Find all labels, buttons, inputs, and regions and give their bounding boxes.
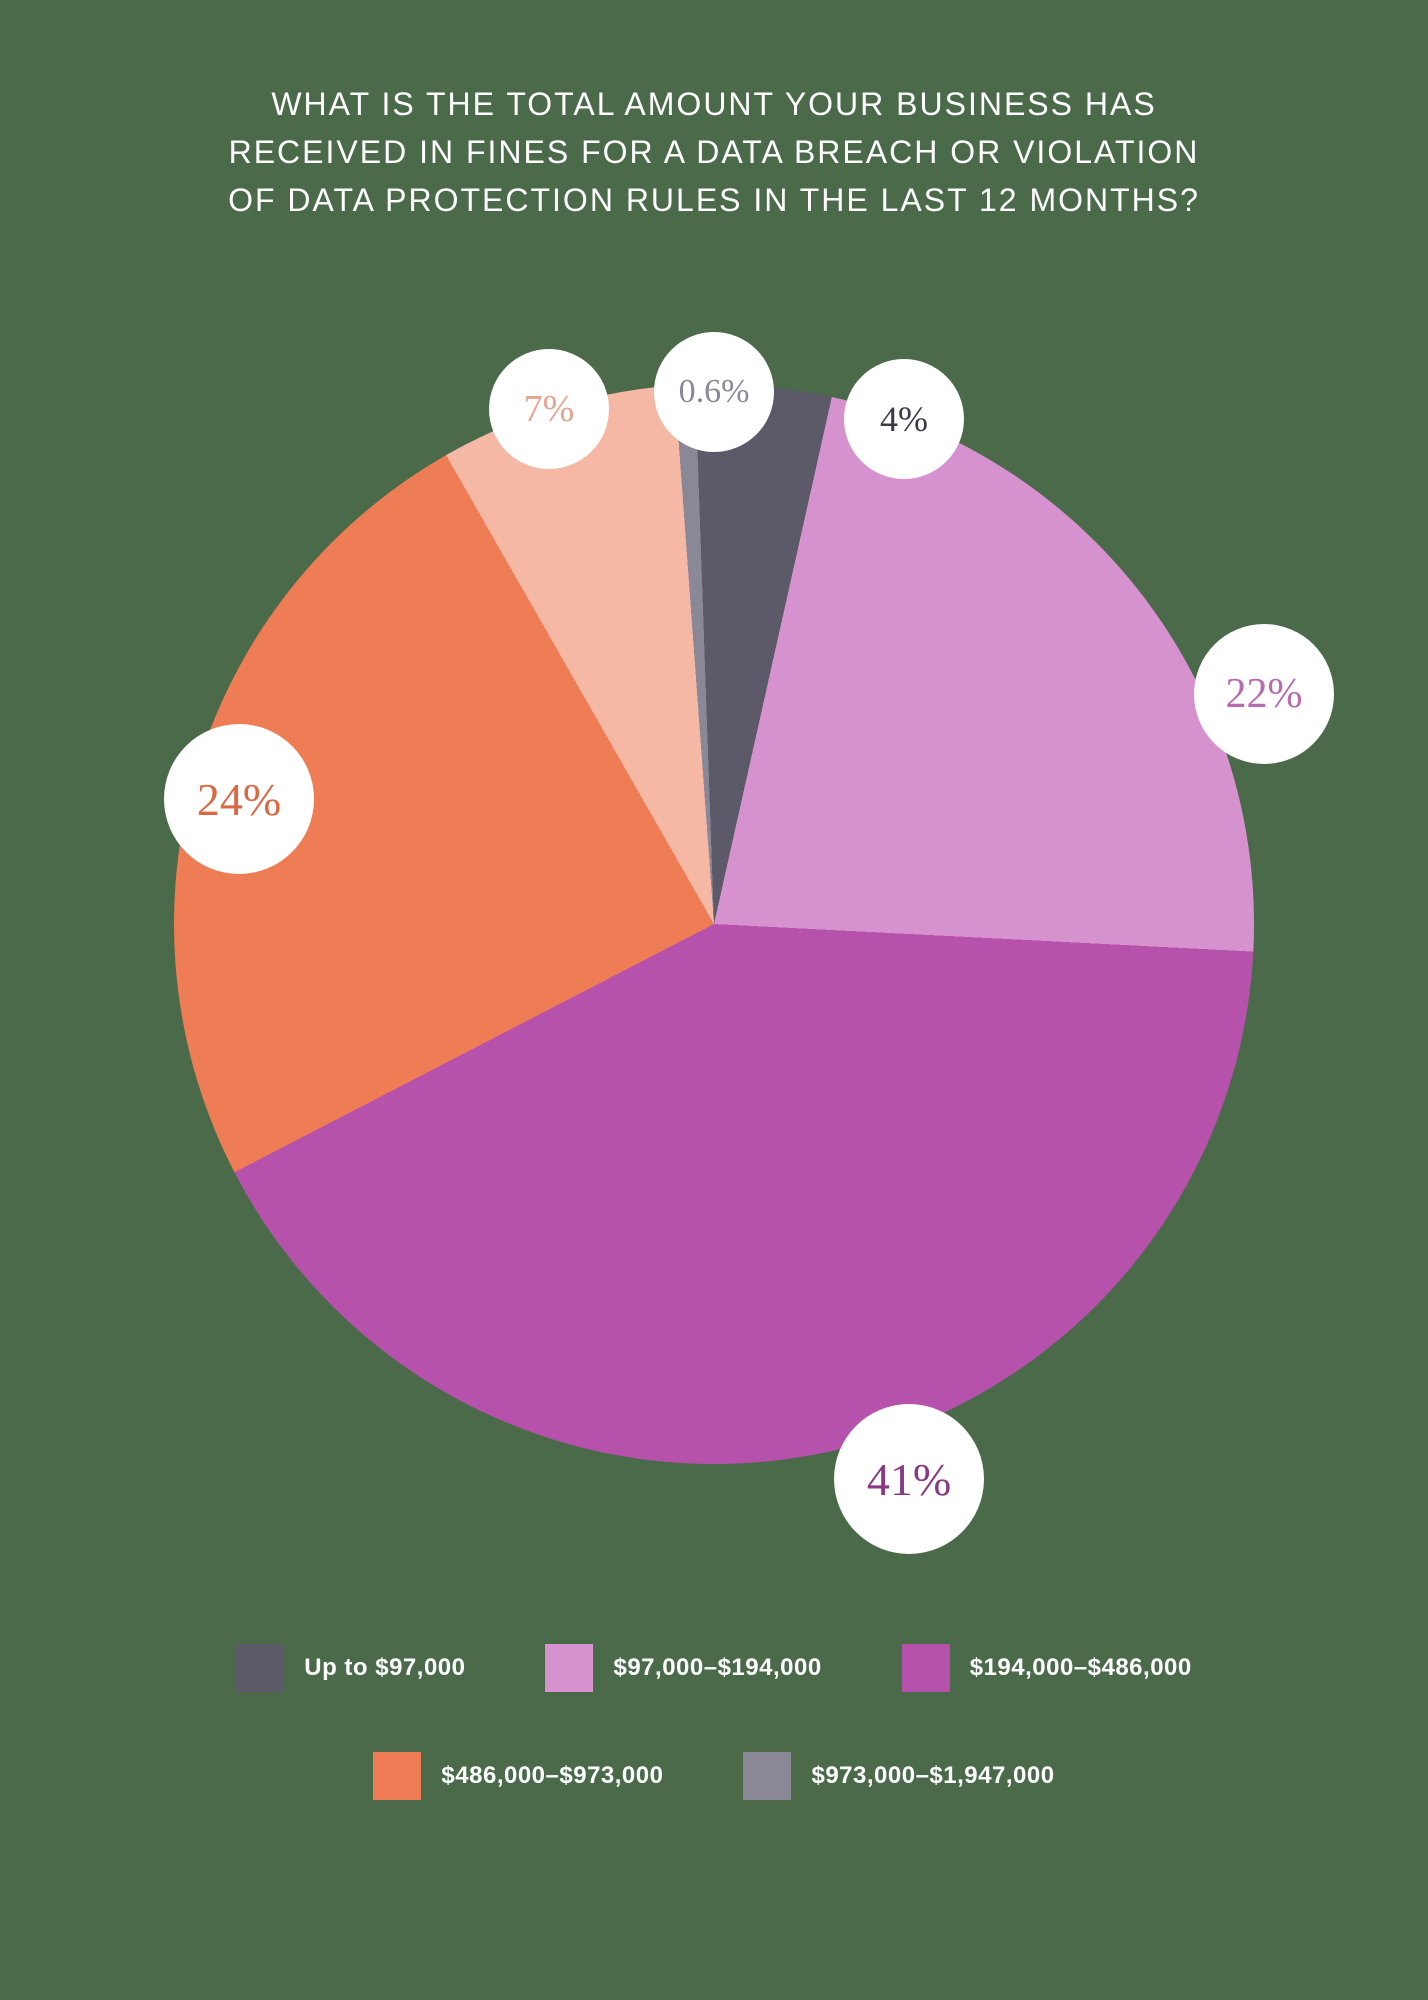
- pie-callout: 4%: [844, 359, 964, 479]
- legend-label: $194,000–$486,000: [970, 1654, 1192, 1682]
- legend-item: $486,000–$973,000: [373, 1752, 663, 1800]
- pie-callout: 24%: [164, 724, 314, 874]
- legend-item: Up to $97,000: [236, 1644, 465, 1692]
- pie-chart: 4%22%41%24%7%0.6%: [114, 324, 1314, 1524]
- pie-callout: 7%: [489, 349, 609, 469]
- pie-callout: 22%: [1194, 624, 1334, 764]
- pie-callout: 0.6%: [654, 332, 774, 452]
- pie-body: [174, 384, 1254, 1464]
- legend-item: $194,000–$486,000: [902, 1644, 1192, 1692]
- legend-swatch: [373, 1752, 421, 1800]
- legend-label: Up to $97,000: [304, 1654, 465, 1682]
- legend-swatch: [902, 1644, 950, 1692]
- legend: Up to $97,000 $97,000–$194,000 $194,000–$4…: [114, 1644, 1314, 1800]
- legend-swatch: [743, 1752, 791, 1800]
- legend-swatch: [236, 1644, 284, 1692]
- chart-title: WHAT IS THE TOTAL AMOUNT YOUR BUSINESS H…: [214, 80, 1214, 224]
- legend-label: $486,000–$973,000: [441, 1762, 663, 1790]
- legend-swatch: [545, 1644, 593, 1692]
- legend-label: $97,000–$194,000: [613, 1654, 821, 1682]
- legend-label: $973,000–$1,947,000: [811, 1762, 1054, 1790]
- pie-callout: 41%: [834, 1404, 984, 1554]
- legend-item: $97,000–$194,000: [545, 1644, 821, 1692]
- legend-item: $973,000–$1,947,000: [743, 1752, 1054, 1800]
